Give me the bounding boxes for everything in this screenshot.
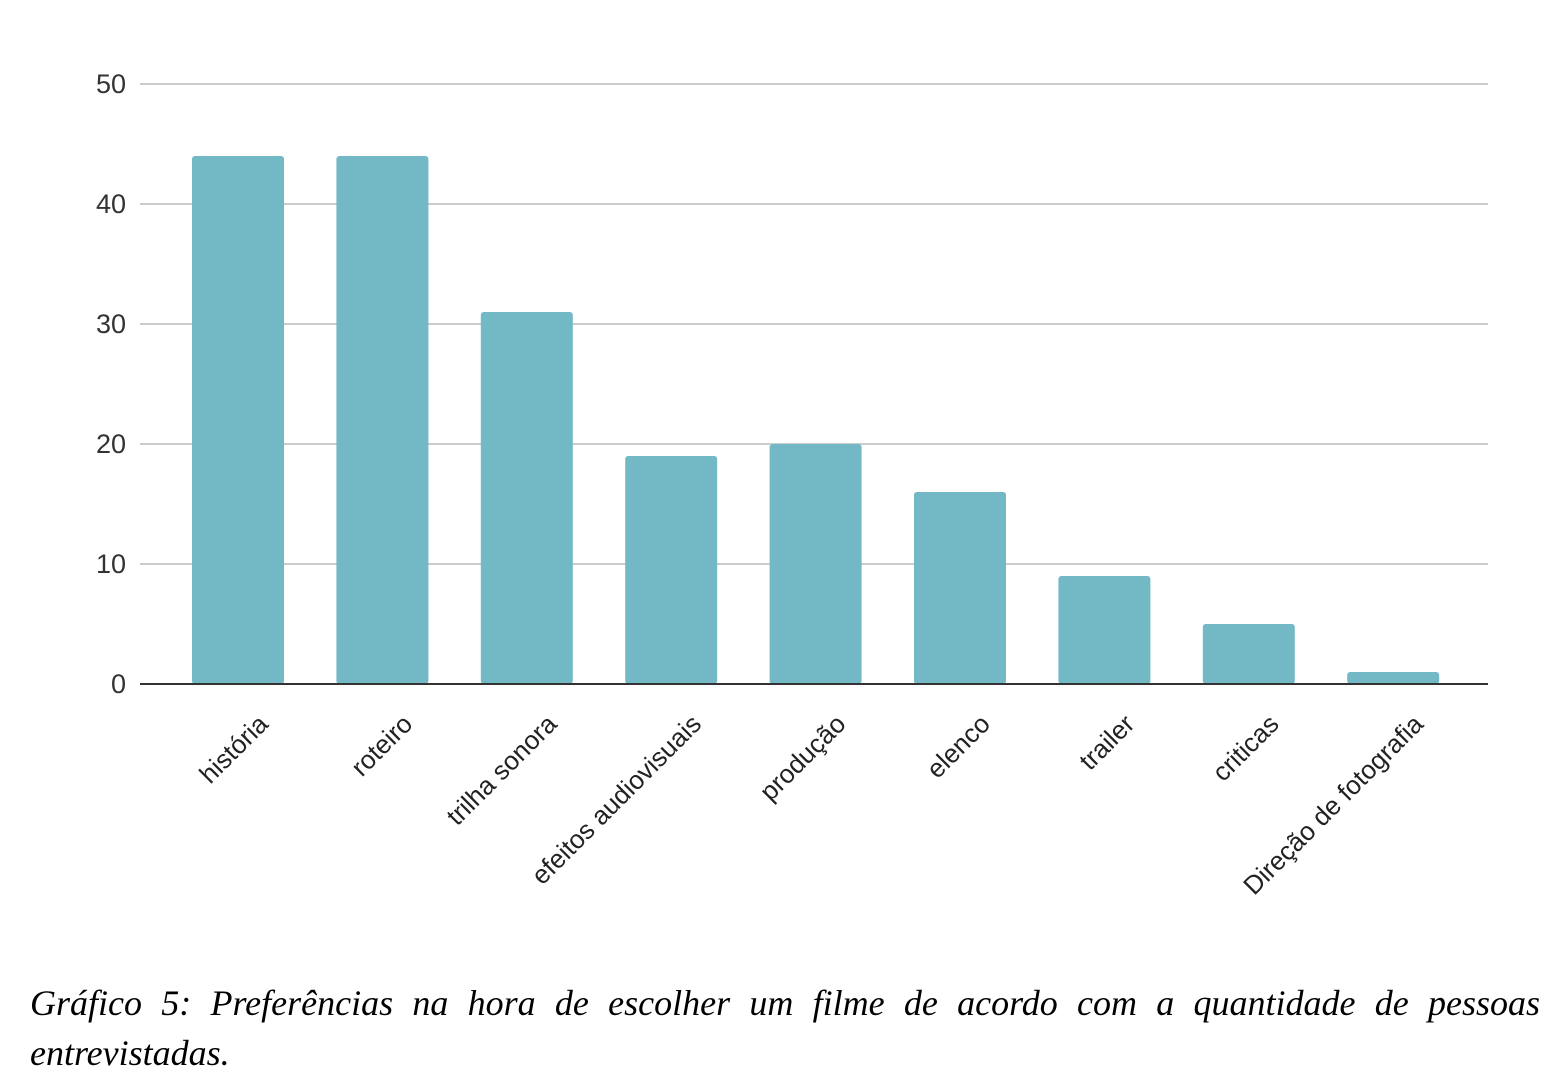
y-tick-label: 50 xyxy=(96,69,126,99)
y-tick-label: 40 xyxy=(96,189,126,219)
bar xyxy=(625,456,718,684)
x-category-label: trilha sonora xyxy=(440,708,563,831)
bar xyxy=(769,444,862,684)
y-tick-label: 20 xyxy=(96,429,126,459)
bar xyxy=(914,492,1006,684)
y-tick-label: 10 xyxy=(96,549,126,579)
y-axis-ticks: 0 10 20 30 40 50 xyxy=(96,69,126,699)
bar xyxy=(192,156,284,684)
x-category-label: produção xyxy=(754,709,852,807)
x-category-label: elenco xyxy=(920,709,995,784)
bar xyxy=(480,312,573,684)
y-tick-label: 30 xyxy=(96,309,126,339)
x-category-label: criticas xyxy=(1206,709,1284,787)
bar xyxy=(1202,624,1295,684)
figure-caption: Gráfico 5: Preferências na hora de escol… xyxy=(30,983,1540,1073)
y-tick-label: 0 xyxy=(111,669,126,699)
x-category-label: história xyxy=(193,708,274,789)
x-category-label: roteiro xyxy=(345,709,418,782)
bar xyxy=(1347,672,1440,684)
x-category-label: trailer xyxy=(1073,708,1140,775)
bar xyxy=(1058,576,1151,684)
bar-chart: 0 10 20 30 40 50 história roteiro trilha sonora… xyxy=(96,69,1488,900)
bars xyxy=(192,156,1440,684)
bar xyxy=(336,156,429,684)
